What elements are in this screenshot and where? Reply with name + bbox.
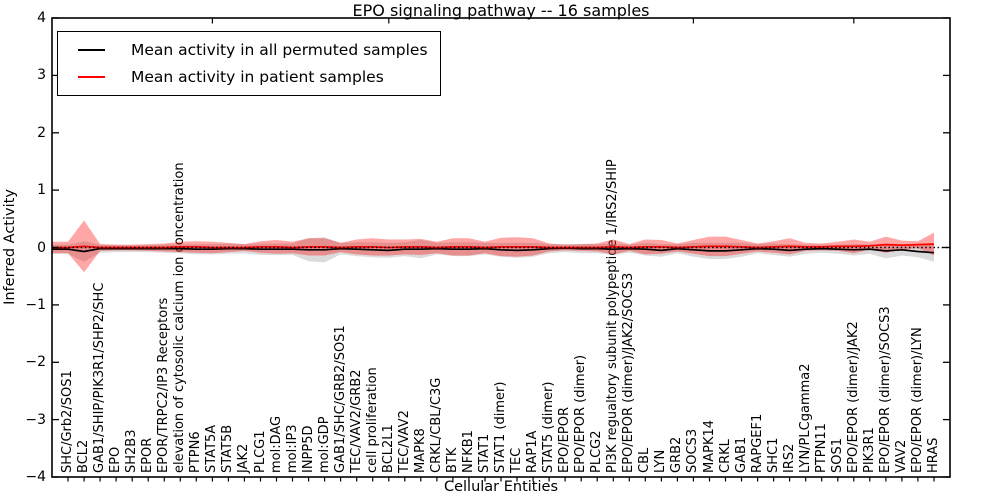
x-tick-label: EPO	[108, 446, 124, 473]
x-tick-label: mol:DAG	[268, 415, 284, 473]
y-tick-label: 3	[37, 67, 46, 84]
x-tick-label: VAV2	[893, 439, 909, 473]
x-tick-label: STAT1	[477, 433, 492, 473]
x-tick-label: PIK3R1	[861, 427, 877, 473]
x-tick-label: PLCG2	[589, 430, 605, 473]
x-tick-label: IRS2	[781, 443, 797, 473]
x-tick-label: MAPK8	[412, 428, 428, 473]
x-tick-label: BTK	[444, 447, 460, 473]
x-tick-label: EPO/EPOR (dimer)/JAK2/SOCS3	[621, 272, 637, 473]
x-tick-label: PLCG1	[252, 430, 268, 473]
x-tick-label: TEC/VAV2/GRB2	[348, 369, 364, 473]
x-tick-label: GAB1/SHC/GRB2/SOS1	[332, 325, 348, 473]
x-tick-label: TEC/VAV2	[396, 410, 412, 473]
permuted-line-icon	[78, 49, 105, 51]
x-tick-label: SHC1	[765, 437, 781, 473]
x-tick-label: RAPGEF1	[749, 413, 765, 473]
x-tick-label: SHC/Grb2/SOS1	[60, 370, 75, 473]
y-tick-label: −2	[25, 354, 46, 371]
x-tick-label: STAT1 (dimer)	[493, 381, 508, 473]
y-tick-label: 0	[37, 239, 46, 256]
x-tick-label: SH2B3	[124, 429, 140, 474]
legend-label-permuted: Mean activity in all permuted samples	[131, 41, 428, 59]
y-tick-label: 2	[37, 124, 46, 141]
x-tick-label: INPP5D	[300, 425, 316, 473]
x-tick-label: EPO/EPOR (dimer)/LYN	[909, 327, 925, 473]
x-tick-label: SOS1	[829, 437, 845, 473]
x-tick-label: PTPN6	[188, 431, 204, 473]
y-tick-label: 4	[37, 10, 46, 26]
legend-entry-permuted: Mean activity in all permuted samples	[70, 41, 428, 59]
x-tick-label: NFKB1	[460, 430, 476, 473]
x-tick-label: CRKL/CBL/C3G	[428, 377, 444, 473]
x-tick-label: SOCS3	[685, 428, 701, 473]
x-tick-label: GAB1	[733, 436, 749, 473]
x-tick-label: cell proliferation	[364, 367, 380, 473]
x-tick-label: JAK2	[236, 443, 252, 473]
y-tick-label: −4	[25, 469, 46, 485]
patient-line-icon	[78, 76, 105, 78]
x-tick-label: EPO/EPOR	[557, 407, 573, 473]
y-tick-label: −3	[25, 411, 46, 428]
legend: Mean activity in all permuted samples Me…	[57, 31, 441, 96]
x-tick-label: STAT5 (dimer)	[541, 381, 557, 473]
x-tick-label: elevation of cytosolic calcium ion conce…	[172, 162, 188, 473]
x-tick-label: LYN/PLCgamma2	[797, 363, 813, 473]
x-tick-label: BCL2	[76, 439, 92, 473]
chart-title: EPO signaling pathway -- 16 samples	[352, 1, 650, 20]
x-tick-label: EPO/EPOR (dimer)/JAK2	[845, 321, 861, 473]
x-tick-label: GRB2	[669, 436, 685, 473]
x-tick-label: RAP1A	[525, 430, 541, 473]
x-tick-label: EPOR	[140, 437, 156, 473]
x-tick-label: GAB1/SHIP/PIK3R1/SHP2/SHC	[92, 282, 108, 473]
x-tick-label: PI3K regualtory subunit polypeptide 1/IR…	[605, 159, 621, 473]
x-axis-label: Cellular Entities	[443, 479, 559, 495]
legend-entry-patient: Mean activity in patient samples	[70, 68, 428, 86]
x-tick-label: PTPN11	[813, 423, 829, 473]
legend-label-patient: Mean activity in patient samples	[131, 68, 384, 86]
x-tick-label: EPO/EPOR (dimer)/SOCS3	[877, 306, 893, 473]
x-tick-label: CBL	[637, 447, 653, 473]
x-tick-label: TEC	[509, 447, 524, 473]
x-tick-label: LYN	[653, 449, 669, 473]
x-tick-label: STAT5A	[204, 424, 220, 473]
x-tick-label: MAPK14	[701, 419, 717, 473]
x-tick-label: mol:IP3	[284, 424, 300, 473]
x-tick-label: EPOR/TRPC2/IP3 Receptors	[156, 297, 172, 473]
x-tick-label: HRAS	[926, 437, 941, 473]
x-tick-label: mol:GDP	[316, 416, 332, 473]
y-tick-label: 1	[37, 182, 46, 199]
x-tick-label: BCL2L1	[380, 424, 396, 473]
y-tick-label: −1	[25, 296, 46, 313]
x-tick-label: EPO/EPOR (dimer)	[573, 354, 589, 473]
x-tick-label: CRKL	[717, 439, 733, 473]
x-tick-label: STAT5B	[220, 424, 236, 473]
